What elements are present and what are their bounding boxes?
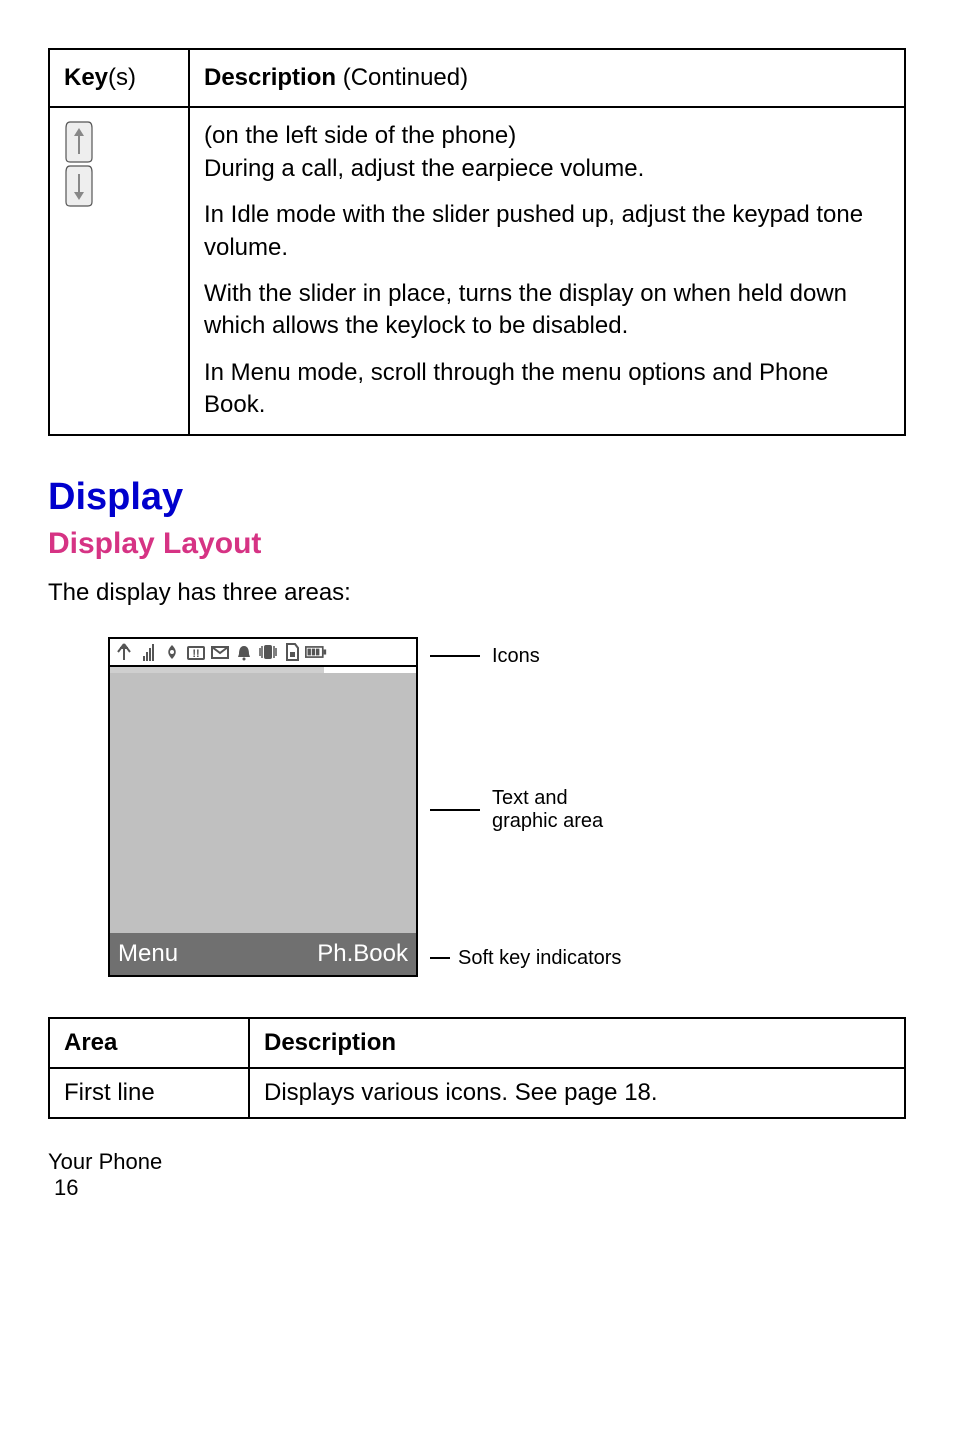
- antenna-icon: [113, 641, 135, 663]
- table-header-row: Area Description: [49, 1018, 905, 1068]
- message-icon: !!: [185, 641, 207, 663]
- envelope-icon: [209, 641, 231, 663]
- volume-key-cell: [49, 107, 189, 434]
- battery-icon: [305, 641, 327, 663]
- desc-para-1: (on the left side of the phone) During a…: [204, 120, 890, 185]
- area-first-line-desc: Displays various icons. See page 18.: [249, 1068, 905, 1118]
- svg-text:!!: !!: [192, 648, 199, 660]
- sim-icon: [281, 641, 303, 663]
- key-description-cell: (on the left side of the phone) During a…: [189, 107, 905, 434]
- header-desc: Description (Continued): [189, 49, 905, 107]
- desc-para-3: With the slider in place, turns the disp…: [204, 278, 890, 343]
- header-description: Description: [249, 1018, 905, 1068]
- header-desc-bold: Description: [204, 64, 336, 91]
- display-layout-heading: Display Layout: [48, 527, 906, 561]
- text-graphic-area: [110, 673, 416, 933]
- footer-section: Your Phone: [48, 1149, 906, 1175]
- label-softkey: Soft key indicators: [458, 947, 621, 970]
- display-heading: Display: [48, 476, 906, 519]
- softkey-bar: Menu Ph.Book: [110, 933, 416, 975]
- label-textarea-1: Text and: [492, 787, 568, 809]
- roaming-icon: [161, 641, 183, 663]
- header-area: Area: [49, 1018, 249, 1068]
- area-first-line: First line: [49, 1068, 249, 1118]
- header-key: Key(s): [49, 49, 189, 107]
- table-header-row: Key(s) Description (Continued): [49, 49, 905, 107]
- header-key-suffix: (s): [108, 64, 136, 91]
- table-row: (on the left side of the phone) During a…: [49, 107, 905, 434]
- area-description-table: Area Description First line Displays var…: [48, 1017, 906, 1119]
- diagram-labels: Icons Text and graphic area Soft key ind…: [418, 637, 430, 969]
- intro-text: The display has three areas:: [48, 579, 906, 607]
- volume-key-icon: [64, 120, 94, 208]
- softkey-phbook: Ph.Book: [317, 940, 408, 968]
- alarm-icon: [233, 641, 255, 663]
- display-diagram: !! Menu Ph.Book I: [108, 637, 906, 977]
- label-textarea-2: graphic area: [492, 810, 603, 832]
- key-description-table: Key(s) Description (Continued) (on the l…: [48, 48, 906, 436]
- status-bar: !!: [110, 639, 416, 667]
- signal-icon: [137, 641, 159, 663]
- phone-screen: !! Menu Ph.Book: [108, 637, 418, 977]
- desc-para-2: In Idle mode with the slider pushed up, …: [204, 199, 890, 264]
- label-icons: Icons: [492, 645, 540, 668]
- desc-para-4: In Menu mode, scroll through the menu op…: [204, 357, 890, 422]
- softkey-menu: Menu: [118, 940, 178, 968]
- header-key-bold: Key: [64, 64, 108, 91]
- header-desc-suffix: (Continued): [343, 64, 468, 91]
- page-number: 16: [54, 1175, 906, 1201]
- vibrate-icon: [257, 641, 279, 663]
- table-row: First line Displays various icons. See p…: [49, 1068, 905, 1118]
